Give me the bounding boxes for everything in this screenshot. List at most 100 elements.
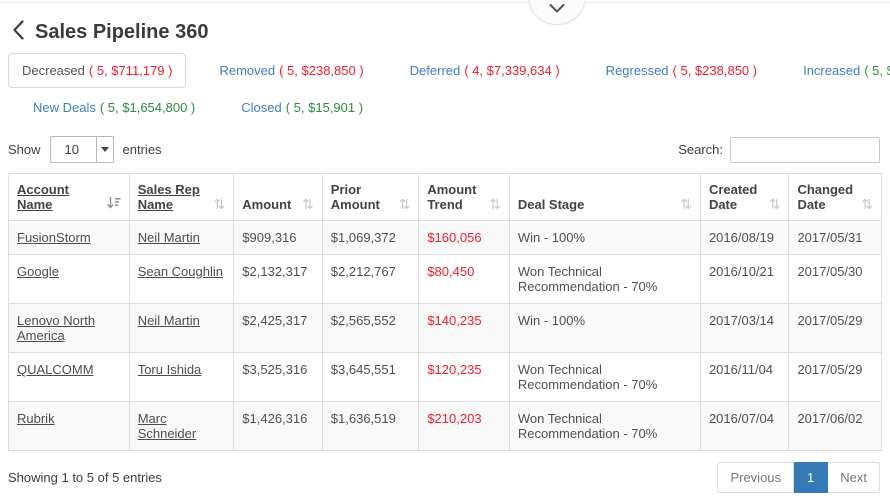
- changed-date-cell: 2017/05/31: [788, 220, 882, 255]
- chevron-left-icon: [12, 20, 24, 45]
- table-row: FusionStorm Neil Martin $909,316 $1,069,…: [8, 220, 882, 255]
- page-size-control: Show 10 entries: [8, 136, 162, 163]
- sort-both-icon: ⇅: [489, 197, 501, 213]
- sort-both-icon: ⇅: [398, 197, 411, 213]
- deal-stage-cell: Win - 100%: [508, 303, 701, 353]
- tab-values: ( 5, $15,901 ): [285, 100, 364, 115]
- table-controls: Show 10 entries Search:: [0, 124, 890, 173]
- deal-stage-cell: Won Technical Recommendation - 70%: [508, 401, 701, 451]
- tab-deferred[interactable]: Deferred ( 4, $7,339,634 ): [397, 54, 573, 87]
- back-button[interactable]: [12, 20, 24, 45]
- show-label: Show: [8, 142, 41, 157]
- column-header-deal-stage[interactable]: Deal Stage ⇅: [508, 173, 701, 221]
- table-row: Lenovo North America Neil Martin $2,425,…: [8, 303, 882, 353]
- created-date-cell: 2017/03/14: [699, 303, 790, 353]
- column-header-sales-rep-name[interactable]: Sales Rep Name ⇅: [128, 173, 235, 221]
- created-date-cell: 2016/08/19: [699, 220, 790, 255]
- column-header-account-name[interactable]: Account Name: [8, 173, 130, 221]
- column-header-amount[interactable]: Amount ⇅: [233, 173, 323, 221]
- amount-cell: $2,425,317: [233, 303, 323, 353]
- column-header-created-date[interactable]: Created Date ⇅: [699, 173, 790, 221]
- column-header-amount-trend[interactable]: Amount Trend ⇅: [418, 173, 510, 221]
- tab-row-1: Decreased ( 5, $711,179 ) Removed ( 5, $…: [8, 53, 890, 88]
- search-input[interactable]: [730, 136, 880, 163]
- tab-regressed[interactable]: Regressed ( 5, $238,850 ): [593, 54, 770, 87]
- page-size-select-wrap: 10: [49, 136, 114, 163]
- tab-values: ( 5, $711,179 ): [88, 63, 173, 78]
- changed-date-cell: 2017/05/29: [788, 352, 882, 402]
- amount-cell: $2,132,317: [233, 254, 323, 304]
- tab-label: New Deals: [33, 100, 96, 115]
- sales-rep-cell: Neil Martin: [128, 303, 235, 353]
- sort-both-icon: ⇅: [768, 197, 781, 213]
- sales-rep-link[interactable]: Neil Martin: [137, 313, 200, 328]
- sales-rep-link[interactable]: Neil Martin: [137, 230, 200, 245]
- column-label: Created Date: [708, 182, 758, 212]
- account-link[interactable]: FusionStorm: [17, 230, 91, 245]
- created-date-cell: 2016/11/04: [699, 352, 790, 402]
- prior-amount-cell: $2,565,552: [321, 303, 420, 353]
- column-label: Changed Date: [797, 182, 854, 212]
- prior-amount-cell: $1,069,372: [321, 220, 420, 255]
- account-link[interactable]: QUALCOMM: [17, 362, 94, 377]
- column-header-changed-date[interactable]: Changed Date ⇅: [788, 173, 882, 221]
- account-cell: QUALCOMM: [8, 352, 130, 402]
- sales-rep-link[interactable]: Sean Coughlin: [137, 264, 223, 279]
- tab-closed[interactable]: Closed ( 5, $15,901 ): [228, 91, 376, 124]
- table-row: Google Sean Coughlin $2,132,317 $2,212,7…: [8, 254, 882, 304]
- tab-values: ( 5, $1,654,800 ): [99, 100, 196, 115]
- tab-values: ( 5, $21,416,391.9 ): [864, 63, 890, 78]
- column-label: Sales Rep Name: [137, 182, 200, 212]
- prior-amount-cell: $1,636,519: [321, 401, 420, 451]
- amount-trend-cell: $160,056: [418, 220, 510, 255]
- pipeline-tabs: Decreased ( 5, $711,179 ) Removed ( 5, $…: [0, 45, 890, 124]
- sales-rep-cell: Toru Ishida: [128, 352, 235, 402]
- account-cell: Rubrik: [8, 401, 130, 451]
- account-cell: FusionStorm: [8, 220, 130, 255]
- deal-stage-cell: Won Technical Recommendation - 70%: [508, 352, 701, 402]
- column-label: Account Name: [17, 182, 69, 212]
- changed-date-cell: 2017/06/02: [788, 401, 882, 451]
- amount-trend-cell: $210,203: [418, 401, 510, 451]
- deal-stage-cell: Win - 100%: [508, 220, 701, 255]
- sales-rep-link[interactable]: Toru Ishida: [137, 362, 202, 377]
- sales-rep-cell: Neil Martin: [128, 220, 235, 255]
- tab-values: ( 4, $7,339,634 ): [464, 63, 560, 78]
- account-link[interactable]: Google: [17, 264, 59, 279]
- tab-label: Regressed: [605, 63, 669, 78]
- sales-rep-cell: Marc Schneider: [128, 401, 235, 451]
- account-link[interactable]: Lenovo North America: [17, 313, 96, 343]
- entries-summary: Showing 1 to 5 of 5 entries: [8, 470, 162, 485]
- created-date-cell: 2016/10/21: [699, 254, 790, 304]
- account-cell: Google: [8, 254, 130, 304]
- tab-decreased[interactable]: Decreased ( 5, $711,179 ): [8, 53, 187, 88]
- previous-page-button[interactable]: Previous: [717, 462, 795, 493]
- top-divider: [0, 2, 890, 3]
- sort-both-icon: ⇅: [213, 197, 226, 213]
- column-label: Prior Amount: [330, 182, 380, 212]
- column-header-prior-amount[interactable]: Prior Amount ⇅: [321, 173, 420, 221]
- page-size-select[interactable]: 10: [50, 137, 113, 162]
- sort-both-icon: ⇅: [680, 197, 692, 213]
- account-link[interactable]: Rubrik: [17, 411, 55, 426]
- amount-cell: $3,525,316: [233, 352, 323, 402]
- page-title: Sales Pipeline 360: [35, 21, 209, 43]
- tab-removed[interactable]: Removed ( 5, $238,850 ): [206, 54, 376, 87]
- tab-label: Increased: [803, 63, 861, 78]
- sales-rep-link[interactable]: Marc Schneider: [137, 411, 197, 441]
- sort-both-icon: ⇅: [302, 197, 314, 213]
- page-header: Sales Pipeline 360: [0, 0, 890, 45]
- chevron-down-icon: [549, 0, 565, 18]
- page-number-button[interactable]: 1: [794, 462, 829, 493]
- tab-increased[interactable]: Increased ( 5, $21,416,391.9 ): [790, 54, 890, 87]
- column-label: Deal Stage: [517, 197, 585, 212]
- tab-new-deals[interactable]: New Deals ( 5, $1,654,800 ): [20, 91, 208, 124]
- tab-row-2: New Deals ( 5, $1,654,800 ) Closed ( 5, …: [8, 91, 882, 124]
- next-page-button[interactable]: Next: [828, 462, 880, 493]
- column-label: Amount: [242, 197, 292, 212]
- created-date-cell: 2016/07/04: [699, 401, 790, 451]
- changed-date-cell: 2017/05/30: [788, 254, 882, 304]
- sort-active-icon: [106, 196, 121, 212]
- tab-values: ( 5, $238,850 ): [279, 63, 364, 78]
- amount-cell: $909,316: [233, 220, 323, 255]
